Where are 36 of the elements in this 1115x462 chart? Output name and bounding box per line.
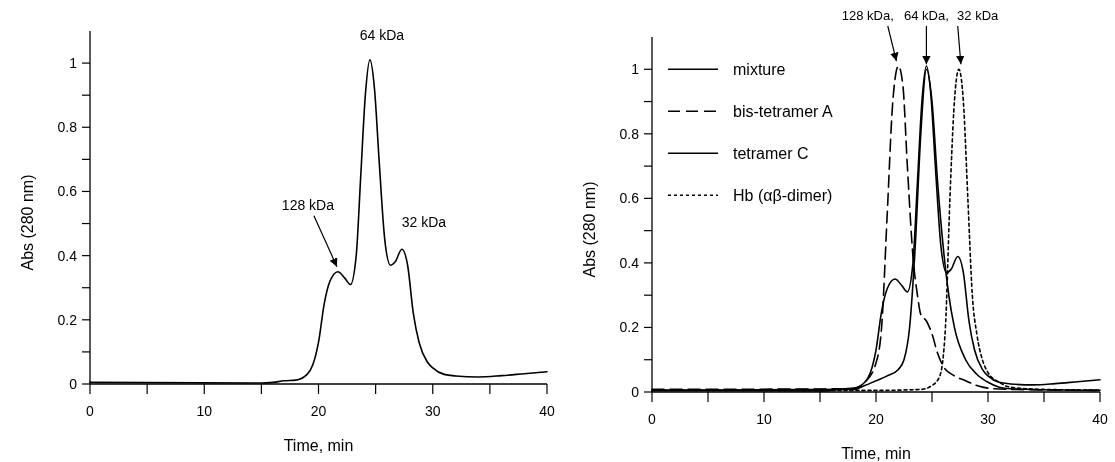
x-tick-label: 0 (86, 403, 95, 419)
x-tick-label: 0 (648, 411, 657, 427)
y-tick-label: 0 (69, 375, 78, 392)
y-tick-label: 0.2 (619, 319, 640, 336)
x-tick-label: 10 (196, 403, 213, 419)
y-tick-label: 1 (69, 54, 78, 71)
y-tick-label: 0.8 (619, 125, 640, 142)
annotation: 32 kDa (957, 8, 1000, 23)
x-tick-label: 20 (310, 403, 327, 419)
y-tick-label: 0 (631, 383, 640, 400)
x-tick-label: 40 (1092, 411, 1108, 427)
y-tick-label: 1 (631, 61, 640, 78)
legend-label: mixture (733, 60, 786, 78)
x-tick-label: 10 (756, 411, 772, 427)
annotation: 64 kDa, (903, 8, 949, 23)
y-tick-label: 0.2 (57, 311, 78, 328)
y-tick-label: 0.6 (619, 190, 640, 207)
y-tick-label: 0.4 (619, 254, 640, 271)
x-tick-label: 20 (868, 411, 884, 427)
y-tick-label: 0.8 (57, 119, 78, 136)
x-tick-label: 40 (539, 403, 555, 419)
y-axis-title: Abs (280 nm) (19, 174, 36, 271)
annotation: 128 kDa (281, 196, 335, 213)
x-axis-title: Time, min (841, 445, 911, 462)
annotation: 32 kDa (401, 214, 447, 231)
legend-label: Hb (αβ-dimer) (733, 186, 833, 204)
legend-label: bis-tetramer A (733, 102, 833, 120)
annotation: 64 kDa (359, 26, 405, 43)
x-tick-label: 30 (424, 403, 441, 419)
annotation: 128 kDa, (841, 8, 894, 23)
x-tick-label: 30 (980, 411, 996, 427)
x-axis-title: Time, min (283, 437, 354, 454)
y-axis-title: Abs (280 nm) (581, 181, 598, 278)
y-tick-label: 0.4 (57, 247, 78, 264)
y-tick-label: 0.6 (57, 183, 78, 200)
legend-label: tetramer C (733, 144, 809, 162)
